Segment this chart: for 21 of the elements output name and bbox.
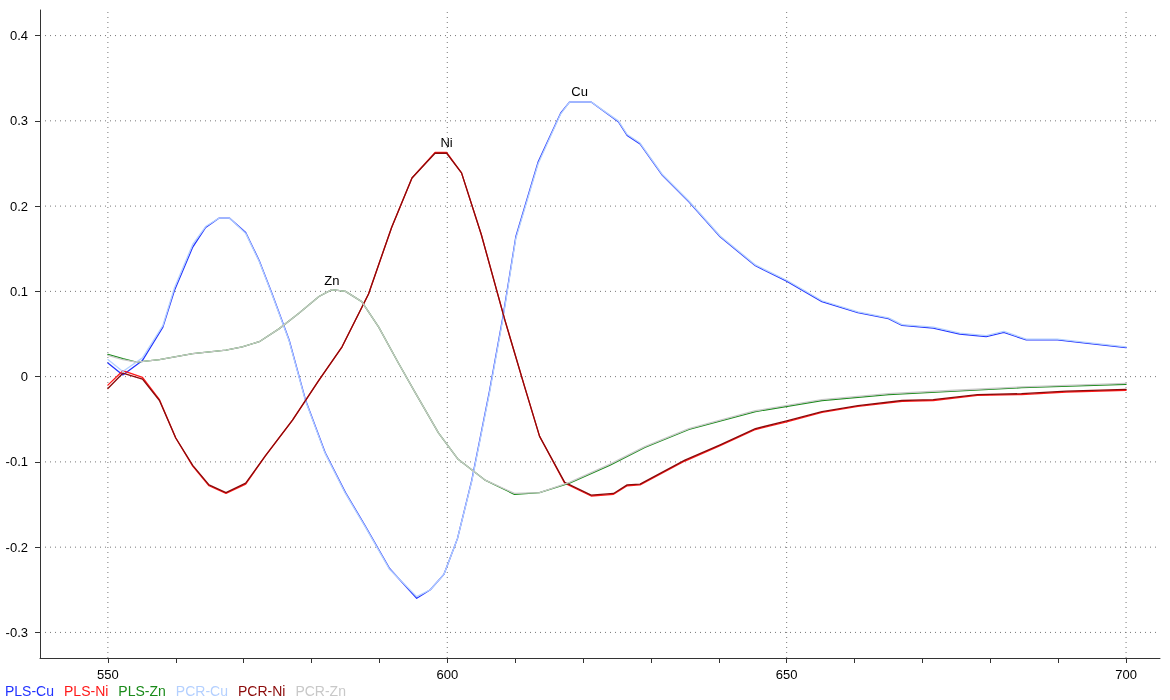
y-tick-label: 0.4 <box>9 28 28 44</box>
annotation: Zn <box>324 272 340 288</box>
y-tick-label: -0.1 <box>5 454 28 470</box>
y-tick-label: 0.1 <box>9 283 28 299</box>
annotation: Cu <box>571 84 588 100</box>
text: PLS-Cu <box>5 683 55 699</box>
annotation: Ni <box>440 135 453 151</box>
y-tick-label: -0.2 <box>5 539 28 555</box>
text: PCR-Ni <box>237 683 286 699</box>
x-tick-label: 600 <box>436 667 459 682</box>
y-tick-label: 0 <box>20 369 28 385</box>
y-tick-label: 0.3 <box>9 113 28 129</box>
line-series <box>107 289 1127 495</box>
text: PLS-Zn <box>118 683 166 699</box>
x-tick-label: 700 <box>1115 667 1137 682</box>
text: PLS-Ni <box>64 683 109 699</box>
y-tick-label: -0.3 <box>5 624 28 640</box>
x-tick-label: 650 <box>775 667 798 682</box>
text: PCR-Cu <box>175 683 228 699</box>
x-tick-label: 550 <box>97 667 119 682</box>
y-tick-label: 0.2 <box>9 198 28 214</box>
